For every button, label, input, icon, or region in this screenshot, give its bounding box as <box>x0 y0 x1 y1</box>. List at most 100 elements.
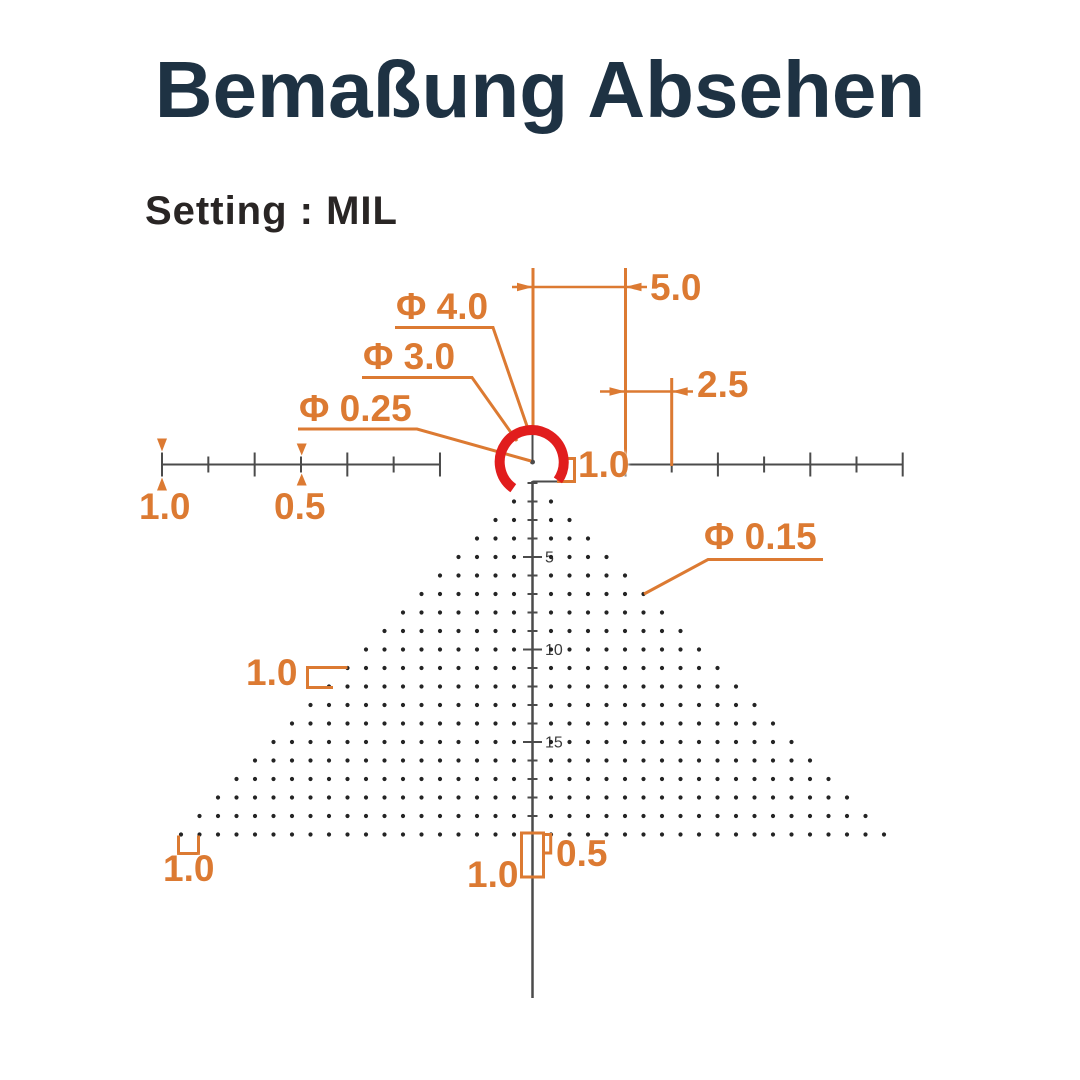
tree-dot <box>752 702 757 708</box>
tree-dot <box>733 758 739 763</box>
tree-dot <box>567 758 572 763</box>
tree-dot <box>548 776 554 782</box>
tree-dot <box>585 573 591 578</box>
tree-dot <box>548 499 554 504</box>
tree-dot <box>197 813 202 819</box>
tree-dot <box>400 665 406 671</box>
tree-dot <box>437 832 443 837</box>
phi015-leader <box>643 558 823 596</box>
tree-dot <box>382 795 387 800</box>
tree-dot <box>715 721 720 726</box>
phi3-label: Φ 3.0 <box>363 336 456 377</box>
tree-dot <box>548 665 554 671</box>
tree-dot <box>493 758 498 763</box>
tree-dot <box>493 517 498 523</box>
tree-dot <box>807 795 813 800</box>
tree-dot <box>604 739 609 745</box>
tree-dot <box>419 591 424 597</box>
tree-dot <box>604 813 609 819</box>
tree-dot <box>659 721 665 726</box>
tree-dot <box>437 795 443 800</box>
tree-dot <box>604 573 609 578</box>
tree-dot <box>511 758 517 763</box>
tree-dot <box>456 573 461 578</box>
tree-dot <box>548 721 554 726</box>
tree-dot <box>826 832 831 837</box>
tree-dot <box>659 647 665 652</box>
tree-dot <box>493 721 498 726</box>
tree-dot <box>289 795 295 800</box>
tree-dot <box>770 813 776 819</box>
tree-dot <box>733 795 739 800</box>
post-half-bracket <box>543 833 553 855</box>
tree-dot <box>641 776 646 782</box>
tree-dot <box>308 702 313 708</box>
tree-dot <box>400 776 406 782</box>
tree-dot <box>474 536 480 541</box>
tree-dot <box>548 610 554 615</box>
tree-dot <box>363 702 369 708</box>
tree-dot <box>567 610 572 615</box>
tree-dot <box>752 813 757 819</box>
tree-dot <box>400 702 406 708</box>
tree-dot <box>511 610 517 615</box>
tree-dot <box>770 795 776 800</box>
tree-dot <box>289 776 295 782</box>
tree-dot <box>622 684 628 689</box>
tree-dot <box>567 776 572 782</box>
tree-dot <box>567 554 572 560</box>
tree-dot <box>419 795 424 800</box>
tree-dot <box>345 702 350 708</box>
tree-dot <box>567 573 572 578</box>
tree-dot <box>345 813 350 819</box>
tree-dot <box>511 536 517 541</box>
tree-dot <box>567 536 572 541</box>
tree-dot <box>400 813 406 819</box>
tree-dot <box>696 795 702 800</box>
tree-dot <box>400 628 406 634</box>
tree-dot <box>548 758 554 763</box>
tree-dot <box>493 573 498 578</box>
tree-dot <box>807 758 813 763</box>
tree-dot <box>715 795 720 800</box>
tree-dot <box>696 739 702 745</box>
tree-dot <box>807 832 813 837</box>
tree-dot <box>382 813 387 819</box>
tree-dot <box>456 721 461 726</box>
tree-dot <box>456 758 461 763</box>
tree-dot <box>400 758 406 763</box>
tree-dot <box>659 610 665 615</box>
tree-dot <box>752 721 757 726</box>
tree-dot <box>733 721 739 726</box>
tree-dot <box>437 628 443 634</box>
tree-dot <box>474 628 480 634</box>
tick-height-arrow-top-05 <box>296 443 307 456</box>
tree-dot <box>548 517 554 523</box>
tree-dot <box>752 758 757 763</box>
tree-dot <box>326 702 332 708</box>
tree-dot <box>604 610 609 615</box>
tree-dot <box>548 813 554 819</box>
tree-dot <box>696 665 702 671</box>
tree-dot <box>437 647 443 652</box>
tree-dot <box>585 554 591 560</box>
tree-dot <box>234 813 239 819</box>
tree-dot <box>678 795 683 800</box>
tree-dot <box>511 591 517 597</box>
tree-dot <box>474 610 480 615</box>
tree-dot <box>289 739 295 745</box>
tree-dot <box>400 739 406 745</box>
phi4-leader <box>395 326 530 430</box>
tree-dot <box>622 832 628 837</box>
tree-dot <box>659 628 665 634</box>
page-title: Bemaßung Absehen <box>154 45 926 134</box>
tree-dot <box>678 813 683 819</box>
tick-height-arrow-bottom-1 <box>157 477 167 491</box>
tree-dot <box>622 776 628 782</box>
tree-dot <box>622 573 628 578</box>
tree-dot <box>308 758 313 763</box>
tree-dot <box>493 739 498 745</box>
tree-dot <box>419 832 424 837</box>
tree-dot <box>382 647 387 652</box>
tree-dot <box>752 776 757 782</box>
